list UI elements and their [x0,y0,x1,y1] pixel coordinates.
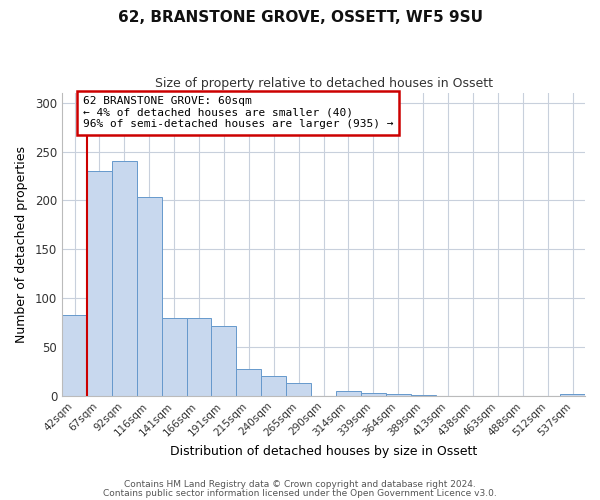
Bar [211,326,236,396]
Bar [386,394,410,396]
Bar [87,171,112,396]
Title: Size of property relative to detached houses in Ossett: Size of property relative to detached ho… [155,78,493,90]
X-axis label: Distribution of detached houses by size in Ossett: Distribution of detached houses by size … [170,444,477,458]
Bar [161,318,187,396]
Bar [187,318,211,396]
Bar [261,376,286,396]
Text: Contains public sector information licensed under the Open Government Licence v3: Contains public sector information licen… [103,488,497,498]
Bar [361,393,386,396]
Text: Contains HM Land Registry data © Crown copyright and database right 2024.: Contains HM Land Registry data © Crown c… [124,480,476,489]
Bar [336,391,361,396]
Bar [410,395,436,396]
Bar [112,162,137,396]
Bar [236,370,261,396]
Bar [137,196,161,396]
Bar [560,394,585,396]
Y-axis label: Number of detached properties: Number of detached properties [15,146,28,343]
Bar [286,383,311,396]
Bar [62,315,87,396]
Text: 62 BRANSTONE GROVE: 60sqm
← 4% of detached houses are smaller (40)
96% of semi-d: 62 BRANSTONE GROVE: 60sqm ← 4% of detach… [83,96,394,130]
Text: 62, BRANSTONE GROVE, OSSETT, WF5 9SU: 62, BRANSTONE GROVE, OSSETT, WF5 9SU [118,10,482,25]
